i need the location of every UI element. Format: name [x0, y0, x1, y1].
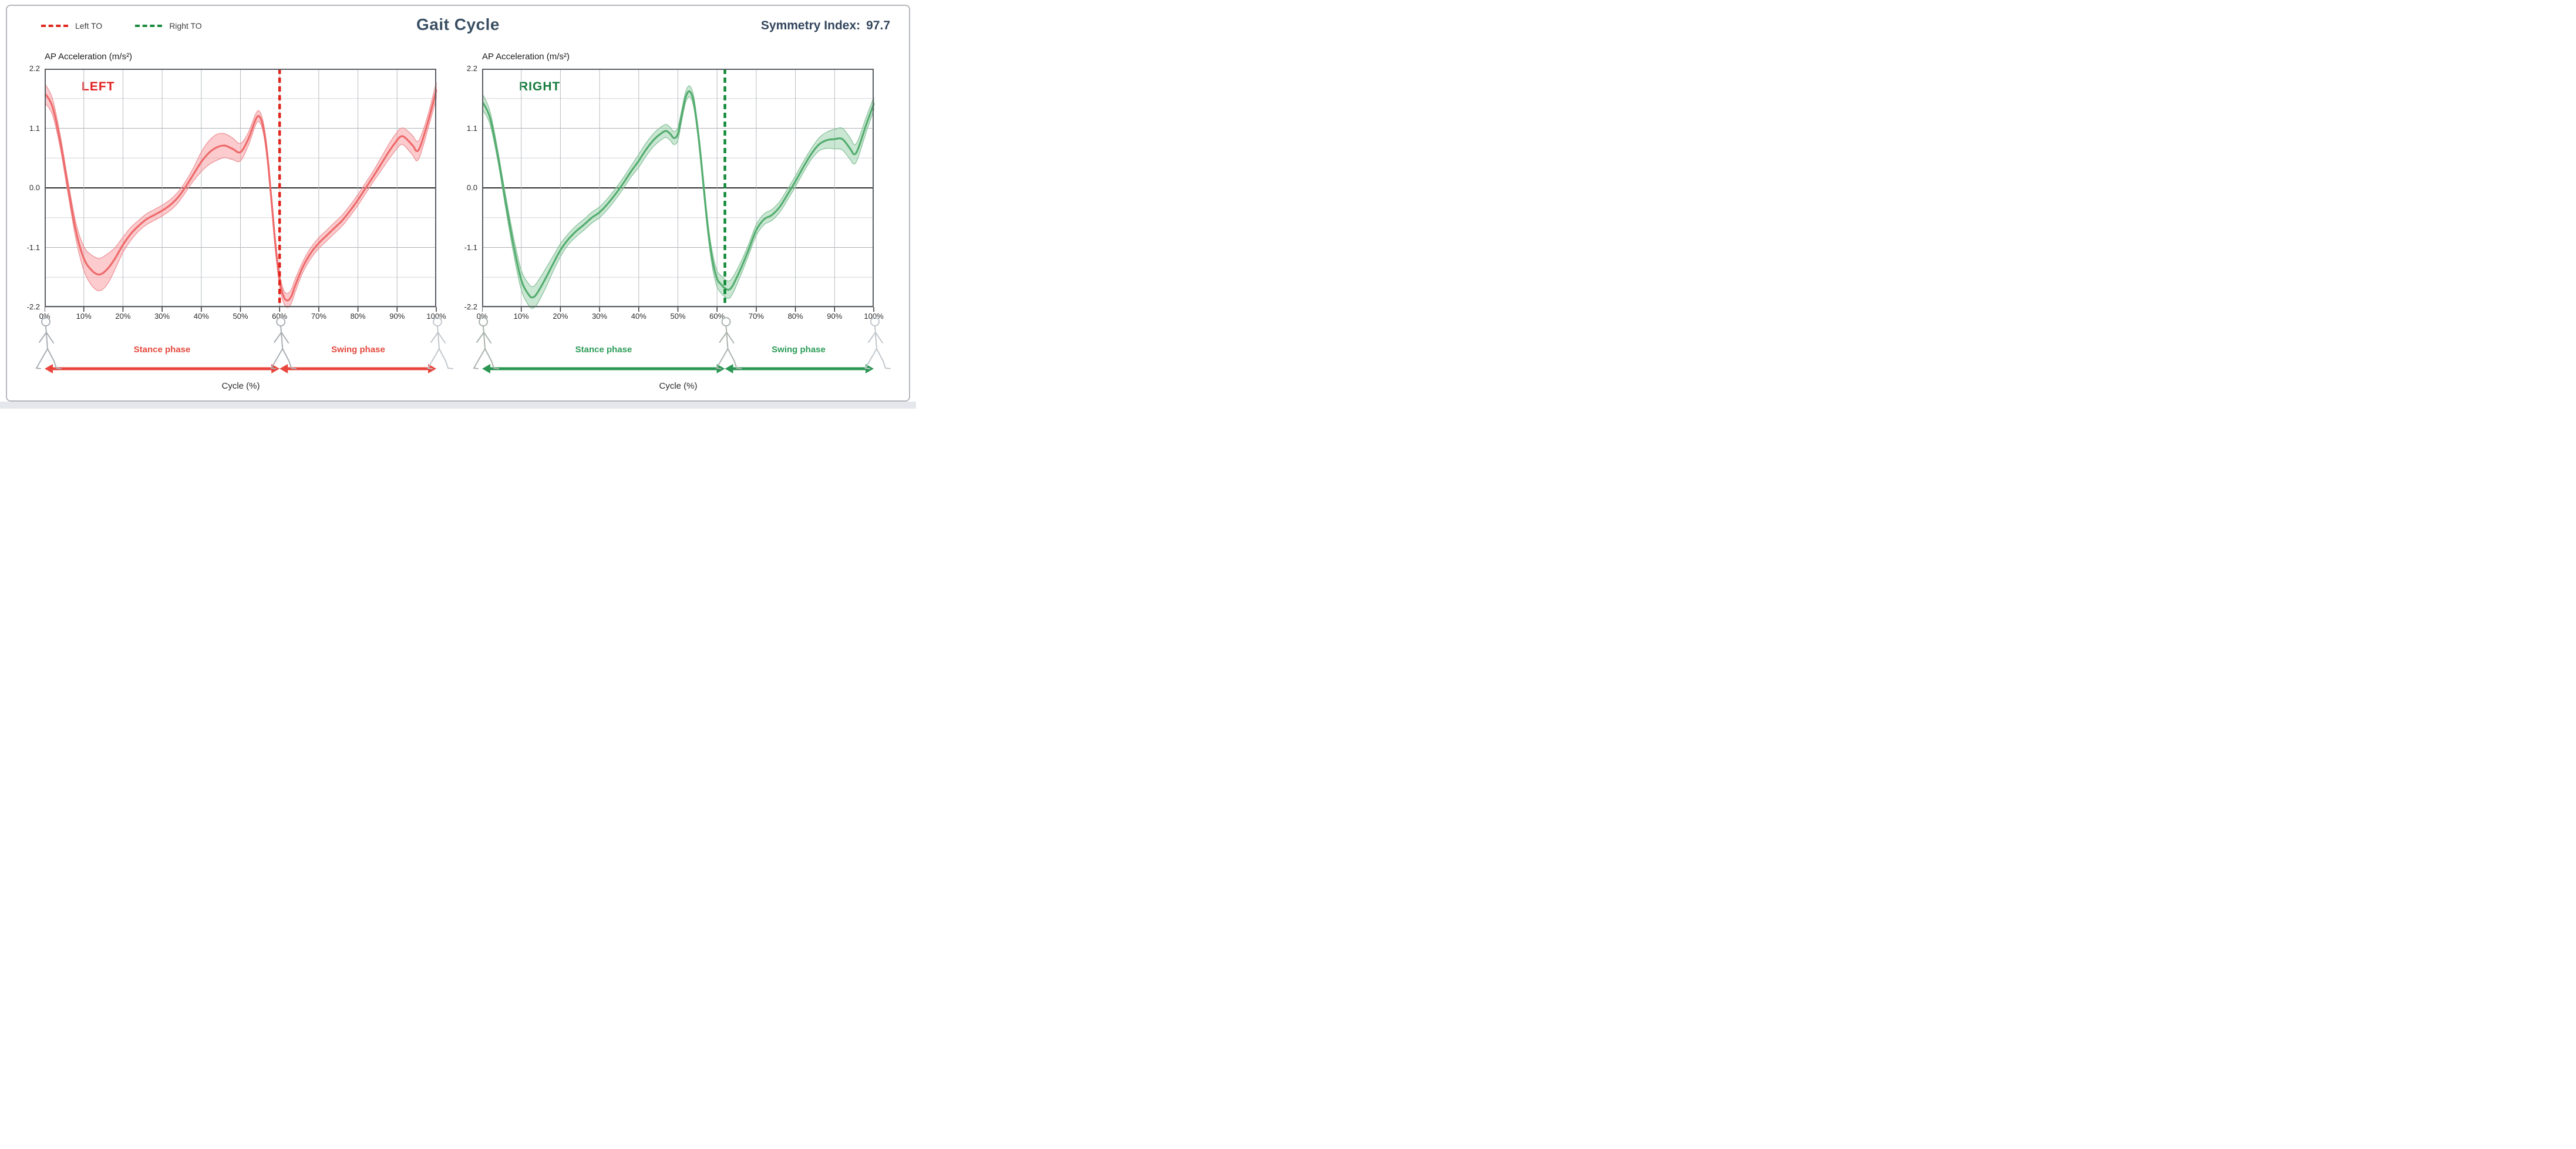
y-tick-label: -1.1: [26, 242, 40, 252]
x-tick-label: 40%: [631, 312, 646, 321]
gait-cycle-figure: Left TO Right TO Gait Cycle Symmetry Ind…: [0, 0, 916, 409]
right-swing-phase-label: Swing phase: [772, 345, 826, 355]
right-x-axis-title: Cycle (%): [659, 381, 698, 391]
left-stance-phase-label: Stance phase: [133, 345, 191, 355]
y-tick-label: -2.2: [464, 302, 477, 311]
x-tick-label: 90%: [827, 312, 843, 321]
page-title: Gait Cycle: [416, 15, 500, 33]
y-tick-label: 2.2: [29, 64, 40, 73]
x-tick-label: 10%: [513, 312, 529, 321]
x-tick-label: 30%: [592, 312, 608, 321]
right-y-axis-title: AP Acceleration (m/s²): [482, 52, 570, 62]
symmetry-index-label: Symmetry Index:: [760, 19, 861, 32]
legend-label: Right TO: [169, 21, 202, 31]
x-tick-label: 50%: [670, 312, 686, 321]
left-x-axis-title: Cycle (%): [221, 381, 260, 391]
left-to-dash-icon: [41, 25, 68, 27]
x-tick-label: 70%: [748, 312, 764, 321]
x-tick-label: 20%: [553, 312, 568, 321]
symmetry-index: Symmetry Index: 97.7: [761, 19, 890, 33]
left-chart-label: LEFT: [82, 80, 115, 93]
x-tick-label: 10%: [76, 312, 92, 321]
right-to-dash-icon: [135, 25, 163, 27]
bottom-strip: [0, 402, 916, 409]
legend-label: Left TO: [75, 21, 103, 31]
right-stance-phase-label: Stance phase: [575, 345, 632, 355]
x-tick-label: 80%: [787, 312, 803, 321]
y-tick-label: 0.0: [466, 183, 477, 192]
figure-border: [6, 5, 910, 402]
right-mean-line: [482, 90, 875, 299]
left-y-axis-title: AP Acceleration (m/s²): [45, 52, 132, 62]
x-tick-label: 70%: [311, 312, 326, 321]
x-tick-label: 90%: [389, 312, 405, 321]
left-swing-phase-label: Swing phase: [331, 345, 385, 355]
y-tick-label: 0.0: [29, 183, 40, 192]
y-tick-label: -2.2: [26, 302, 40, 311]
x-tick-label: 80%: [350, 312, 366, 321]
x-tick-label: 30%: [154, 312, 170, 321]
right-chart-label: RIGHT: [519, 80, 561, 93]
left-mean-line: [45, 89, 437, 302]
left-chart-svg: [45, 69, 437, 312]
legend: Left TO Right TO: [41, 21, 202, 31]
right-chart-svg: [482, 69, 875, 312]
x-tick-label: 60%: [709, 312, 725, 321]
x-tick-label: 50%: [233, 312, 248, 321]
legend-item-left-to: Left TO: [41, 21, 102, 31]
symmetry-index-value: 97.7: [866, 19, 890, 32]
y-tick-label: 2.2: [466, 64, 477, 73]
legend-item-right-to: Right TO: [135, 21, 202, 31]
x-tick-label: 40%: [193, 312, 209, 321]
y-tick-label: 1.1: [466, 123, 477, 133]
header: Left TO Right TO Gait Cycle Symmetry Ind…: [0, 14, 916, 42]
x-tick-label: 20%: [115, 312, 131, 321]
y-tick-label: 1.1: [29, 123, 40, 133]
y-tick-label: -1.1: [464, 242, 477, 252]
